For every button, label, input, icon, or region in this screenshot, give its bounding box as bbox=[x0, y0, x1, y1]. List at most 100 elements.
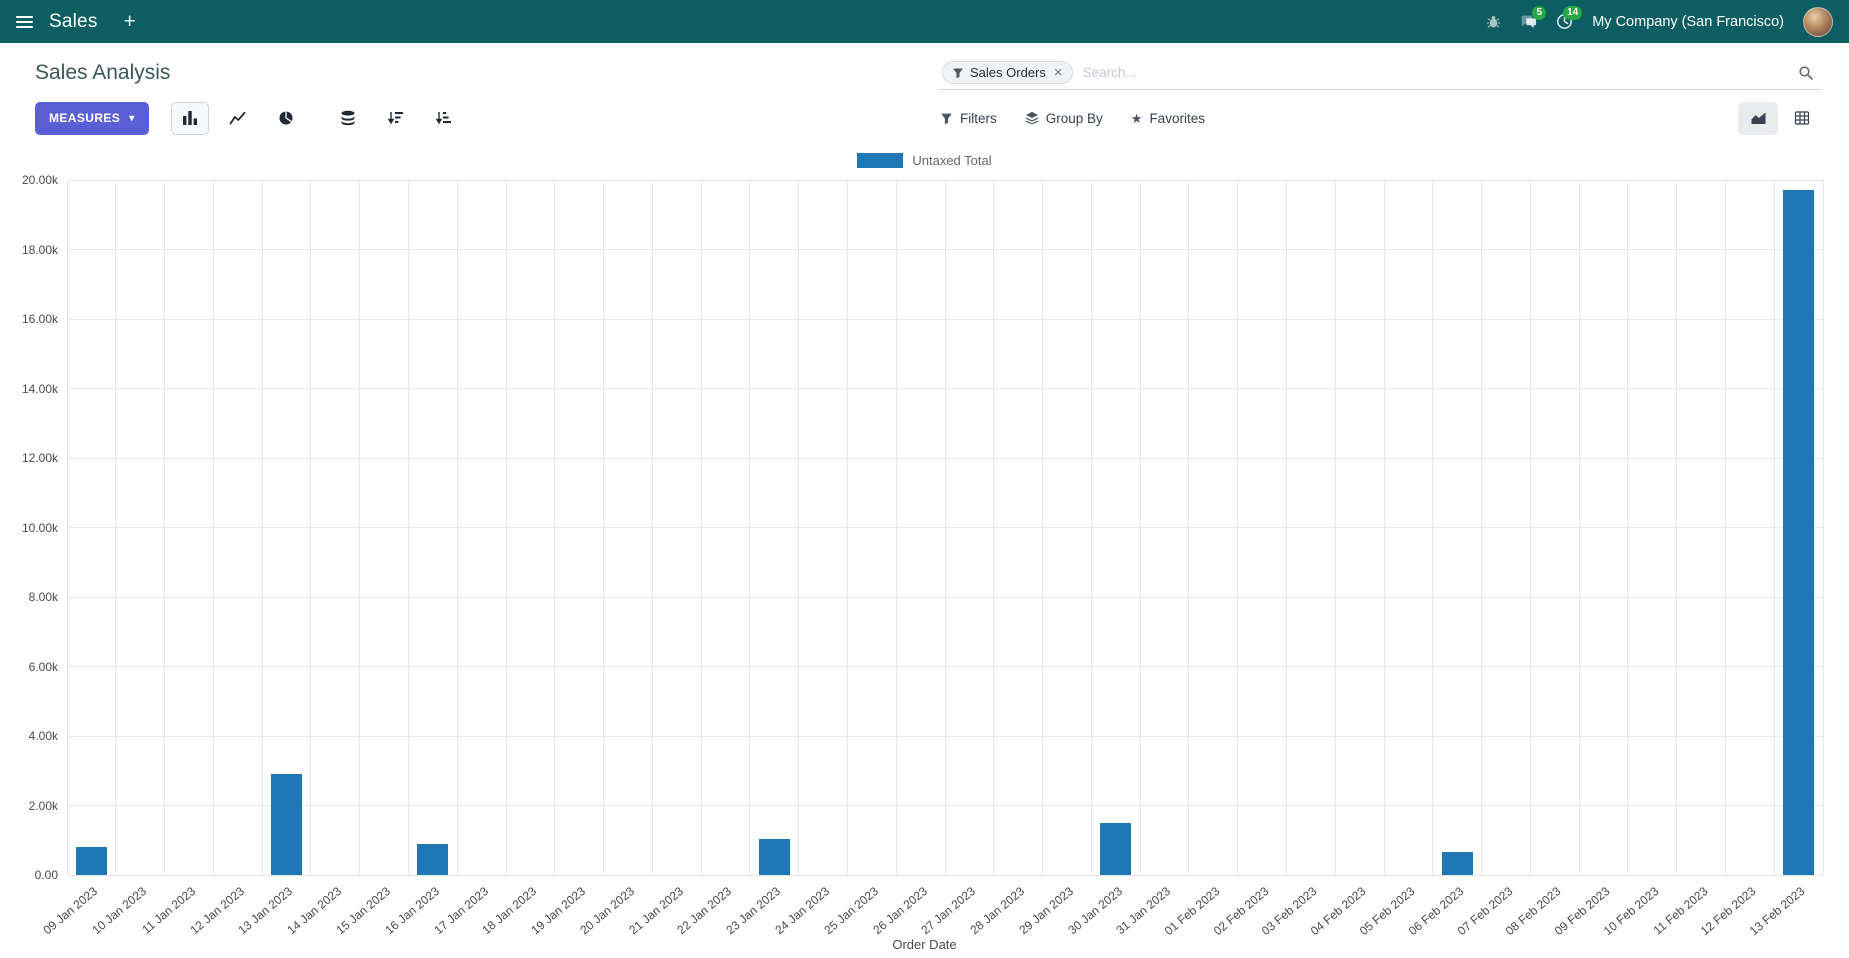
x-gridline bbox=[66, 180, 68, 875]
user-avatar[interactable] bbox=[1803, 6, 1833, 37]
chart-legend[interactable]: Untaxed Total bbox=[0, 148, 1849, 172]
bar[interactable] bbox=[1100, 822, 1132, 875]
facet-remove-icon[interactable]: × bbox=[1053, 64, 1063, 81]
favorites-button[interactable]: ★ Favorites bbox=[1131, 111, 1205, 126]
line-chart-button[interactable] bbox=[219, 102, 257, 135]
plot-area: 0.00 2.00k 4.00k 6.00k 8.00k 10.00k 12.00k 14.0… bbox=[22, 173, 1824, 938]
company-switcher[interactable]: My Company (San Francisco) bbox=[1592, 13, 1784, 30]
bar[interactable] bbox=[1441, 852, 1473, 875]
stacked-layers-icon bbox=[341, 110, 355, 126]
graph-view-button[interactable] bbox=[1738, 101, 1778, 135]
legend-label: Untaxed Total bbox=[912, 152, 992, 168]
filters-button[interactable]: Filters bbox=[940, 111, 997, 126]
x-gridline bbox=[1383, 180, 1385, 875]
messages-badge: 5 bbox=[1532, 6, 1547, 20]
sort-ascending-icon bbox=[435, 112, 451, 125]
x-gridline bbox=[1139, 180, 1141, 875]
x-gridline bbox=[212, 180, 214, 875]
filters-label: Filters bbox=[960, 110, 997, 126]
x-gridline bbox=[749, 180, 751, 875]
y-tick-label: 0.00 bbox=[34, 868, 58, 882]
x-gridline bbox=[554, 180, 556, 875]
group-by-button[interactable]: Group By bbox=[1025, 111, 1103, 126]
navbar-right: 5 14 My Company (San Francisco) bbox=[1486, 6, 1833, 37]
x-gridline bbox=[1773, 180, 1775, 875]
navbar-left: Sales + bbox=[14, 11, 136, 33]
caret-down-icon: ▾ bbox=[129, 112, 135, 124]
app-name[interactable]: Sales bbox=[49, 10, 98, 32]
x-gridline bbox=[1432, 180, 1434, 875]
x-gridline bbox=[1627, 180, 1629, 875]
page-title: Sales Analysis bbox=[35, 61, 171, 84]
search-placeholder: Search... bbox=[1082, 65, 1137, 80]
pivot-view-button[interactable] bbox=[1782, 102, 1822, 135]
x-gridline bbox=[603, 180, 605, 875]
bar[interactable] bbox=[270, 774, 303, 875]
legend-swatch[interactable] bbox=[857, 152, 904, 168]
control-panel-top-row: Sales Analysis Sales Orders × Search... bbox=[35, 56, 1822, 90]
plus-icon[interactable]: + bbox=[123, 10, 136, 33]
bar-chart-button[interactable] bbox=[170, 101, 209, 135]
y-tick-label: 6.00k bbox=[28, 659, 58, 674]
apps-menu-icon[interactable] bbox=[14, 12, 35, 32]
x-gridline bbox=[1090, 180, 1092, 875]
bar-chart-icon bbox=[182, 111, 197, 125]
x-gridline bbox=[310, 180, 312, 875]
y-tick-label: 8.00k bbox=[28, 590, 58, 604]
favorites-label: Favorites bbox=[1149, 110, 1205, 126]
control-panel-bottom-row: MEASURES ▾ bbox=[35, 100, 1822, 136]
x-gridline bbox=[359, 180, 361, 875]
x-gridline bbox=[1481, 180, 1483, 875]
y-tick-label: 20.00k bbox=[21, 173, 58, 187]
x-gridline bbox=[261, 180, 263, 875]
x-axis-title: Order Date bbox=[892, 937, 957, 952]
bar[interactable] bbox=[1783, 190, 1815, 875]
x-gridline bbox=[164, 180, 166, 875]
x-gridline bbox=[944, 180, 946, 875]
stacked-toggle-button[interactable] bbox=[329, 102, 367, 135]
bar[interactable] bbox=[758, 838, 790, 875]
activities-clock-icon[interactable]: 14 bbox=[1556, 6, 1583, 30]
group-by-layers-icon bbox=[1025, 111, 1039, 125]
y-tick-label: 18.00k bbox=[21, 242, 58, 257]
plot-wrap: 0.00 2.00k 4.00k 6.00k 8.00k 10.00k 12.00k 14.0… bbox=[22, 173, 1824, 938]
x-gridline bbox=[1529, 180, 1531, 875]
debug-bug-icon[interactable] bbox=[1486, 14, 1501, 29]
x-gridline bbox=[1188, 180, 1190, 875]
x-gridline bbox=[1676, 180, 1678, 875]
y-gridline bbox=[67, 874, 1823, 876]
pie-chart-button[interactable] bbox=[267, 102, 305, 135]
x-gridline bbox=[1822, 180, 1824, 875]
x-gridline bbox=[1334, 180, 1336, 875]
x-gridline bbox=[651, 180, 653, 875]
search-facet-sales-orders[interactable]: Sales Orders × bbox=[942, 61, 1073, 84]
messages-icon[interactable]: 5 bbox=[1520, 6, 1547, 30]
activities-badge: 14 bbox=[1563, 6, 1583, 20]
x-gridline bbox=[1237, 180, 1239, 875]
control-panel: Sales Analysis Sales Orders × Search... … bbox=[0, 43, 1849, 144]
sort-desc-button[interactable] bbox=[377, 102, 415, 135]
y-tick-label: 4.00k bbox=[28, 729, 58, 743]
x-gridline bbox=[700, 180, 702, 875]
bar[interactable] bbox=[417, 843, 449, 875]
measures-button[interactable]: MEASURES ▾ bbox=[35, 101, 149, 135]
graph-view-icon bbox=[1751, 112, 1765, 124]
y-tick-label: 16.00k bbox=[21, 312, 58, 326]
search-icon[interactable] bbox=[1798, 65, 1814, 81]
group-by-label: Group By bbox=[1045, 110, 1103, 126]
top-navbar: Sales + 5 14 My Company (San Francisco) bbox=[0, 0, 1849, 43]
search-bar[interactable]: Sales Orders × Search... bbox=[938, 56, 1822, 90]
x-gridline bbox=[505, 180, 507, 875]
x-gridline bbox=[993, 180, 995, 875]
x-gridline bbox=[798, 180, 800, 875]
favorites-star-icon: ★ bbox=[1130, 110, 1143, 126]
sort-asc-button[interactable] bbox=[425, 102, 463, 135]
bar[interactable] bbox=[75, 847, 107, 875]
x-gridline bbox=[895, 180, 897, 875]
search-facet-label: Sales Orders bbox=[970, 65, 1046, 80]
search-options: Filters Group By ★ Favorites bbox=[940, 100, 1205, 136]
filter-funnel-icon bbox=[953, 68, 963, 78]
pie-chart-icon bbox=[279, 111, 293, 125]
x-gridline bbox=[407, 180, 409, 875]
x-gridline bbox=[456, 180, 458, 875]
